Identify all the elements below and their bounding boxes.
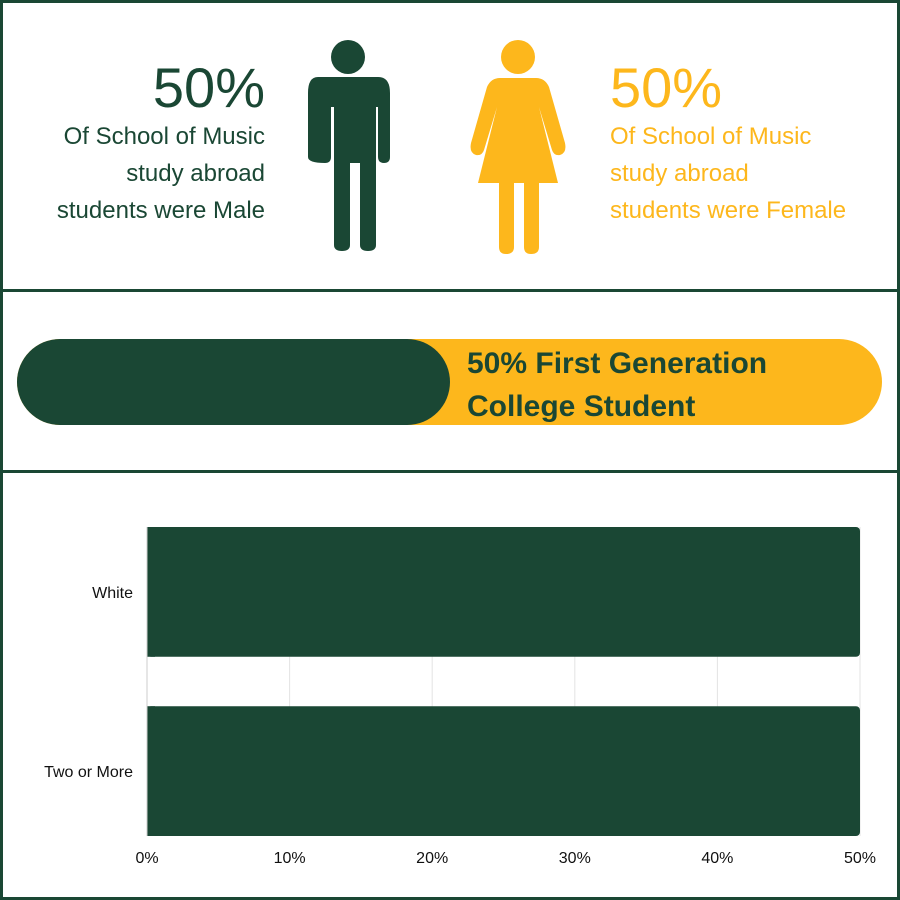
female-line: study abroad <box>610 160 749 187</box>
y-category-label: White <box>92 585 133 602</box>
female-percent: 50% <box>610 56 723 119</box>
x-tick-label: 40% <box>701 850 733 867</box>
male-percent: 50% <box>152 56 265 119</box>
female-person-icon <box>470 40 566 254</box>
female-line: students were Female <box>610 197 847 224</box>
race-bar-chart: 0% 10% 20% 30% 40% 50% White Two or More <box>44 527 876 867</box>
first-gen-label-line: College Student <box>467 390 696 423</box>
male-stat: 50% Of School of Music study abroad stud… <box>57 58 265 229</box>
x-tick-label: 10% <box>274 850 306 867</box>
section-divider <box>0 289 900 292</box>
female-line: Of School of Music <box>610 123 812 150</box>
male-line: students were Male <box>56 197 265 224</box>
first-gen-label: 50% First Generation College Student <box>467 342 767 428</box>
x-tick-label: 0% <box>135 850 158 867</box>
bar-left-edge <box>147 706 155 836</box>
x-tick-label: 20% <box>416 850 448 867</box>
bar-left-edge <box>147 527 155 657</box>
male-person-icon <box>308 40 390 251</box>
y-category-label: Two or More <box>44 764 133 781</box>
first-gen-progress-fill <box>17 339 450 425</box>
x-tick-label: 50% <box>844 850 876 867</box>
bar <box>147 527 860 657</box>
x-tick-label: 30% <box>559 850 591 867</box>
section-divider <box>0 470 900 473</box>
female-stat: 50% Of School of Music study abroad stud… <box>610 58 846 229</box>
first-gen-label-line: 50% First Generation <box>467 347 768 380</box>
male-line: Of School of Music <box>63 123 265 150</box>
male-line: study abroad <box>126 160 265 187</box>
bar <box>147 706 860 836</box>
